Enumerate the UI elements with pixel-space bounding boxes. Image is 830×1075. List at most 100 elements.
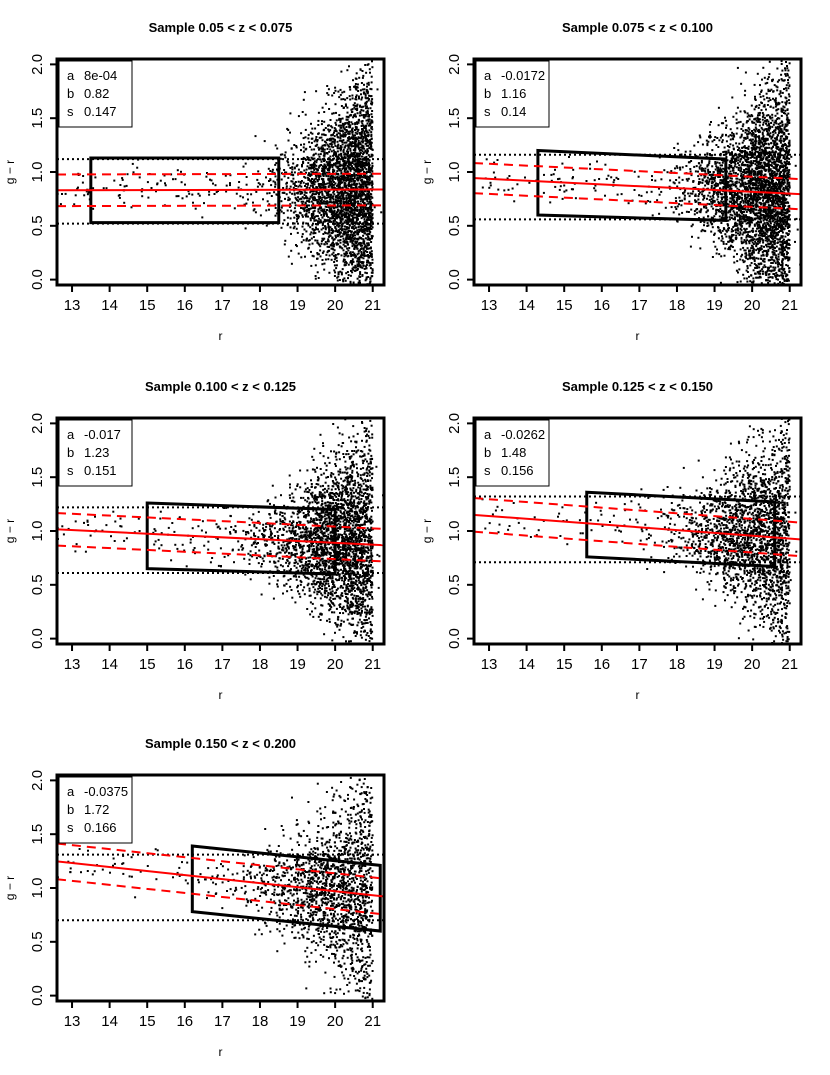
scatter-point (745, 198, 748, 201)
scatter-point (333, 201, 336, 204)
scatter-point (346, 171, 349, 174)
scatter-point (353, 222, 356, 224)
scatter-point (320, 198, 323, 201)
scatter-point (738, 154, 741, 157)
scatter-point (354, 83, 357, 85)
scatter-point (300, 143, 302, 146)
scatter-point (317, 166, 320, 169)
scatter-point (370, 126, 373, 128)
scatter-point (310, 180, 313, 182)
scatter-point (308, 167, 311, 170)
scatter-point (319, 195, 322, 198)
scatter-point (313, 179, 315, 182)
scatter-point (197, 192, 200, 195)
scatter-point (291, 192, 294, 195)
scatter-point (367, 206, 370, 209)
scatter-point (345, 115, 348, 118)
scatter-point (785, 118, 788, 121)
scatter-point (306, 237, 308, 240)
scatter-point (680, 204, 683, 207)
y-tick-label: 1.0 (29, 162, 46, 183)
upper-sigma-line (58, 172, 383, 176)
scatter-point (753, 140, 756, 143)
scatter-point (356, 257, 359, 260)
scatter-point (123, 185, 126, 188)
scatter-point (360, 261, 362, 264)
legend-value-b: 0.82 (84, 86, 109, 101)
scatter-point (714, 161, 717, 163)
scatter-point (706, 176, 709, 179)
scatter-point (369, 124, 372, 127)
scatter-point (324, 102, 327, 105)
scatter-point (360, 227, 363, 230)
scatter-point (345, 126, 348, 128)
scatter-point (345, 241, 348, 244)
scatter-point (314, 127, 317, 130)
scatter-point (355, 255, 358, 258)
scatter-point (305, 171, 307, 174)
scatter-point (737, 271, 739, 274)
scatter-point (256, 185, 259, 188)
scatter-point (369, 262, 372, 265)
scatter-point (306, 176, 309, 179)
scatter-point (335, 194, 338, 197)
scatter-point (364, 64, 367, 66)
scatter-point (362, 234, 365, 237)
scatter-point (340, 155, 343, 157)
scatter-point (745, 152, 748, 155)
scatter-point (370, 88, 373, 91)
scatter-point (342, 198, 345, 201)
scatter-point (328, 249, 331, 252)
scatter-point (312, 255, 315, 258)
scatter-point (340, 220, 343, 223)
scatter-point (773, 187, 776, 190)
scatter-point (343, 221, 346, 224)
scatter-point (351, 218, 354, 221)
scatter-point (146, 181, 149, 184)
scatter-point (333, 92, 336, 94)
scatter-point (365, 124, 367, 127)
scatter-point (363, 166, 366, 169)
scatter-point (356, 179, 359, 182)
scatter-point (335, 217, 338, 220)
scatter-point (703, 205, 705, 208)
scatter-point (370, 103, 373, 106)
scatter-point (764, 266, 767, 268)
scatter-point (314, 232, 317, 235)
scatter-point (349, 126, 351, 129)
scatter-point (350, 177, 353, 180)
scatter-point (767, 276, 770, 279)
scatter-point (334, 222, 337, 225)
scatter-point (323, 189, 326, 192)
scatter-point (368, 118, 371, 121)
scatter-point (324, 183, 327, 186)
scatter-point (719, 170, 722, 173)
scatter-point (748, 165, 751, 168)
scatter-point (766, 81, 769, 84)
scatter-point (344, 179, 347, 182)
scatter-point (755, 157, 758, 160)
scatter-point (274, 203, 277, 206)
scatter-point (305, 191, 308, 194)
scatter-point (745, 236, 748, 239)
scatter-point (727, 229, 730, 232)
scatter-point (349, 200, 352, 202)
scatter-point (335, 200, 338, 203)
scatter-point (710, 205, 713, 208)
scatter-point (788, 84, 791, 87)
scatter-point (354, 126, 357, 128)
scatter-point (355, 191, 358, 194)
scatter-point (766, 124, 769, 127)
scatter-point (714, 184, 717, 187)
scatter-point (371, 98, 374, 101)
scatter-point (364, 157, 367, 159)
scatter-point (290, 249, 293, 252)
scatter-point (308, 197, 311, 200)
scatter-point (307, 182, 309, 185)
scatter-point (81, 181, 84, 184)
scatter-point (739, 248, 742, 251)
scatter-point (244, 227, 247, 230)
scatter-point (651, 179, 653, 181)
scatter-point (746, 164, 749, 166)
scatter-point (324, 197, 327, 200)
